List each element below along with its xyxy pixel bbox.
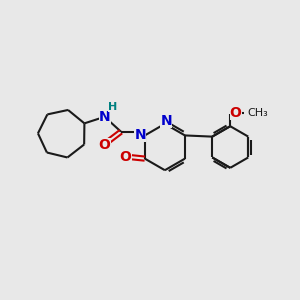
Text: N: N	[99, 110, 111, 124]
Text: N: N	[160, 114, 172, 128]
Text: H: H	[108, 102, 118, 112]
Text: O: O	[119, 149, 131, 164]
Text: O: O	[230, 106, 242, 120]
Text: CH₃: CH₃	[247, 108, 268, 118]
Text: N: N	[134, 128, 146, 142]
Text: O: O	[99, 138, 111, 152]
